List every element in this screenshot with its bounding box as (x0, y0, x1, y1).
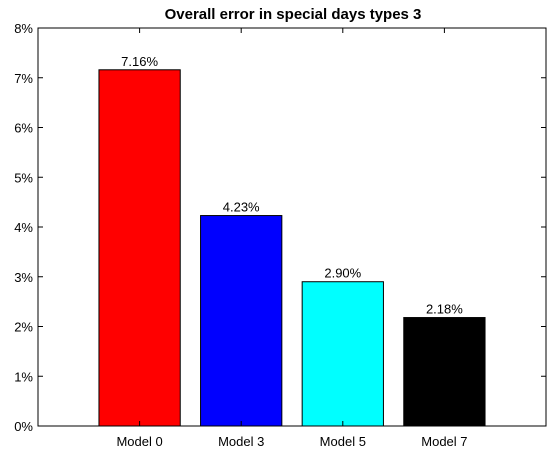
y-tick-label: 8% (14, 21, 33, 36)
data-label: 2.90% (324, 266, 361, 281)
data-label: 2.18% (426, 302, 463, 317)
y-tick-label: 3% (14, 270, 33, 285)
chart-title: Overall error in special days types 3 (165, 6, 422, 23)
x-tick-label: Model 3 (218, 434, 264, 449)
x-tick-label: Model 0 (116, 434, 162, 449)
x-tick-label: Model 5 (320, 434, 366, 449)
bar-model-7 (403, 317, 486, 427)
data-label: 7.16% (121, 54, 158, 69)
y-tick-label: 7% (14, 71, 33, 86)
bar-model-3 (200, 215, 283, 427)
y-tick-label: 2% (14, 320, 33, 335)
bar-model-0 (98, 69, 181, 427)
data-label: 4.23% (223, 200, 260, 215)
plot-frame (37, 27, 547, 427)
y-tick-label: 1% (14, 369, 33, 384)
x-tick-label: Model 7 (421, 434, 467, 449)
y-tick-label: 6% (14, 121, 33, 136)
y-tick-label: 0% (14, 419, 33, 434)
bar-model-5 (301, 281, 384, 427)
y-tick-label: 5% (14, 170, 33, 185)
y-tick-label: 4% (14, 220, 33, 235)
